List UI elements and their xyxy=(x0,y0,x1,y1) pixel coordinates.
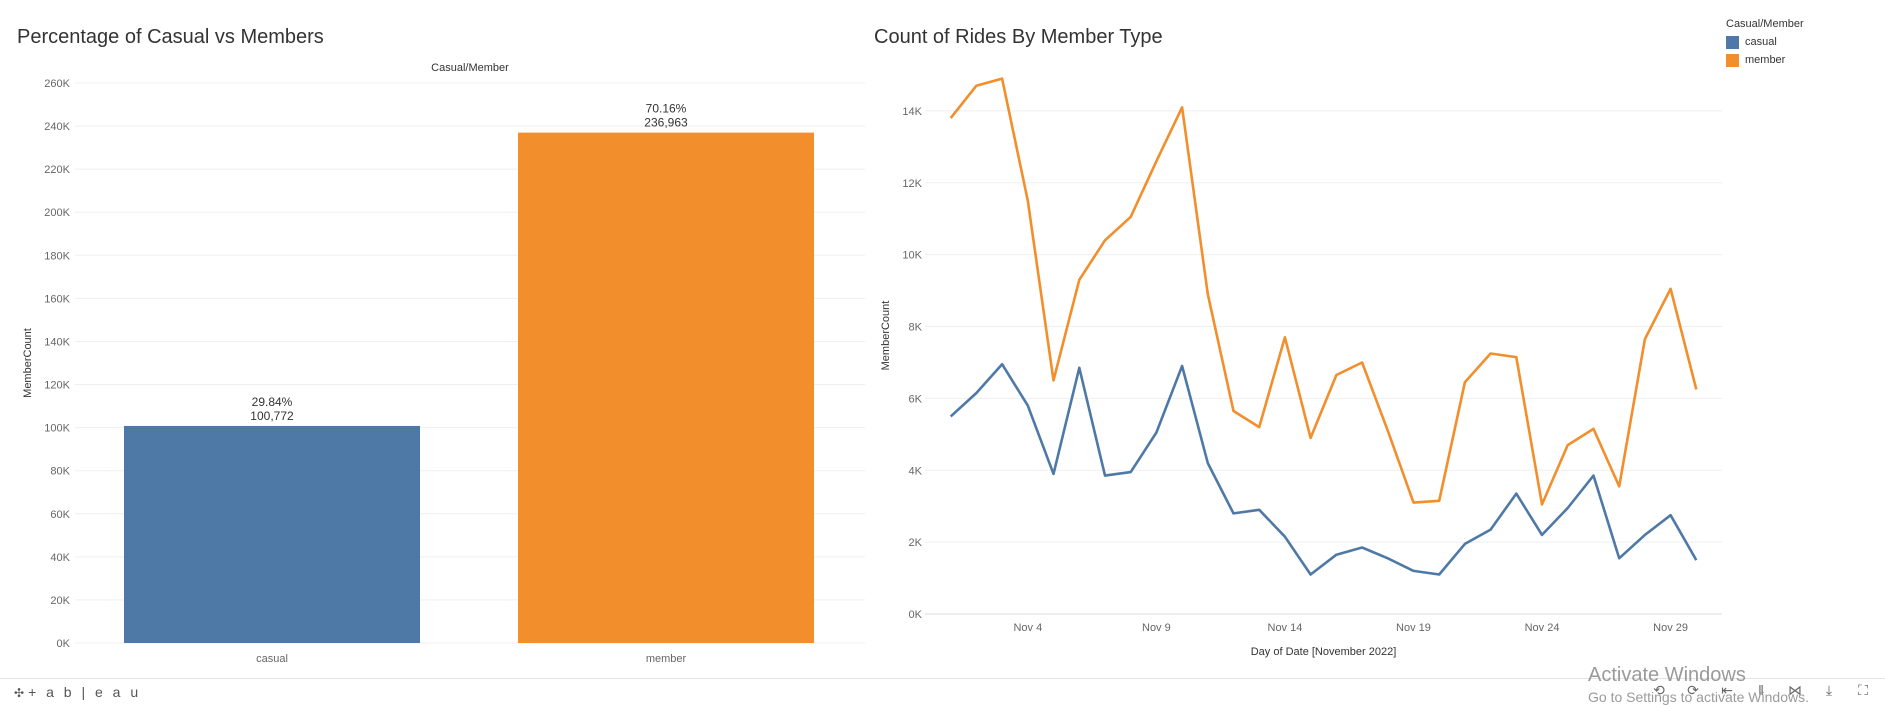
line-x-axis-title: Day of Date [November 2022] xyxy=(1251,646,1397,658)
bar-percent-label-casual: 29.84% xyxy=(252,395,293,409)
bar-chart-title: Percentage of Casual vs Members xyxy=(17,26,324,48)
legend-title: Casual/Member xyxy=(1726,18,1804,30)
line-x-tick-label: Nov 9 xyxy=(1142,622,1171,634)
bar-y-axis-title: MemberCount xyxy=(22,328,34,398)
revert-icon[interactable]: ⇤ xyxy=(1721,682,1733,698)
tableau-logo-icon: ✣ xyxy=(14,686,25,700)
bar-y-tick-label: 200K xyxy=(44,207,70,219)
share-icon[interactable]: ⋈ xyxy=(1788,682,1802,698)
bar-y-tick-label: 240K xyxy=(44,121,70,133)
bar-casual xyxy=(124,425,420,643)
activate-windows-watermark: Activate Windows Go to Settings to activ… xyxy=(1588,664,1809,705)
bar-member xyxy=(518,132,814,643)
bar-y-tick-label: 160K xyxy=(44,293,70,305)
bar-y-tick-label: 120K xyxy=(44,380,70,392)
legend[interactable]: Casual/Member casual member xyxy=(1726,18,1804,69)
bar-x-tick-label: casual xyxy=(256,653,288,665)
line-chart-title: Count of Rides By Member Type xyxy=(874,26,1163,48)
undo-icon[interactable]: ⟲ xyxy=(1653,682,1665,698)
line-y-tick-label: 4K xyxy=(909,465,923,477)
footer-bar: ✣ + a b | e a u ⟲ ⟳ ⇤ ‖ ⋈ ⤓ ⛶ xyxy=(0,678,1885,705)
tableau-logo[interactable]: ✣ + a b | e a u xyxy=(14,684,141,700)
bar-y-tick-label: 40K xyxy=(50,552,70,564)
bar-y-tick-label: 60K xyxy=(50,509,70,521)
bar-y-tick-label: 80K xyxy=(50,466,70,478)
toolbar: ⟲ ⟳ ⇤ ‖ ⋈ ⤓ ⛶ xyxy=(1651,682,1871,699)
bar-header-label: Casual/Member xyxy=(431,62,509,74)
line-y-tick-label: 10K xyxy=(902,250,922,262)
line-series-casual xyxy=(949,362,1698,576)
fullscreen-icon[interactable]: ⛶ xyxy=(1858,682,1868,698)
legend-swatch-casual xyxy=(1726,35,1739,49)
line-y-tick-label: 6K xyxy=(909,393,923,405)
line-x-tick-label: Nov 4 xyxy=(1013,622,1042,634)
charts-canvas: Casual/Member 0K 20K 40K 60K 80K 100K 120K 140K 1… xyxy=(22,62,1722,665)
legend-label-casual: casual xyxy=(1745,36,1777,48)
bar-y-tick-label: 0K xyxy=(57,638,71,650)
line-y-tick-label: 2K xyxy=(909,537,923,549)
line-series-member xyxy=(949,77,1698,506)
bar-y-tick-label: 140K xyxy=(44,336,70,348)
bar-y-tick-label: 220K xyxy=(44,164,70,176)
line-x-tick-label: Nov 24 xyxy=(1525,622,1560,634)
bar-x-tick-label: member xyxy=(646,653,687,665)
bar-percent-label-member: 70.16% xyxy=(646,102,687,116)
line-x-tick-label: Nov 29 xyxy=(1653,622,1688,634)
pause-icon[interactable]: ‖ xyxy=(1758,682,1764,698)
watermark-line1: Activate Windows xyxy=(1588,664,1746,686)
bar-y-tick-label: 260K xyxy=(44,78,70,90)
line-y-tick-label: 14K xyxy=(902,106,922,118)
line-y-tick-label: 12K xyxy=(902,178,922,190)
bar-value-label-casual: 100,772 xyxy=(250,409,294,423)
legend-item-member[interactable]: member xyxy=(1726,51,1804,69)
bar-y-tick-label: 20K xyxy=(50,595,70,607)
line-y-axis-title: MemberCount xyxy=(880,301,892,371)
download-icon[interactable]: ⤓ xyxy=(1825,682,1833,698)
watermark-line2: Go to Settings to activate Windows. xyxy=(1588,689,1809,705)
tableau-logo-text: + a b | e a u xyxy=(28,684,142,700)
bar-value-label-member: 236,963 xyxy=(644,116,688,130)
line-y-tick-label: 8K xyxy=(909,322,923,334)
line-y-tick-label: 0K xyxy=(909,609,923,621)
line-x-tick-label: Nov 14 xyxy=(1268,622,1303,634)
bar-y-tick-label: 100K xyxy=(44,423,70,435)
legend-swatch-member xyxy=(1726,53,1739,67)
line-x-tick-label: Nov 19 xyxy=(1396,622,1431,634)
bar-y-tick-label: 180K xyxy=(44,250,70,262)
legend-label-member: member xyxy=(1745,54,1786,66)
legend-item-casual[interactable]: casual xyxy=(1726,33,1804,51)
redo-icon[interactable]: ⟳ xyxy=(1687,682,1699,698)
